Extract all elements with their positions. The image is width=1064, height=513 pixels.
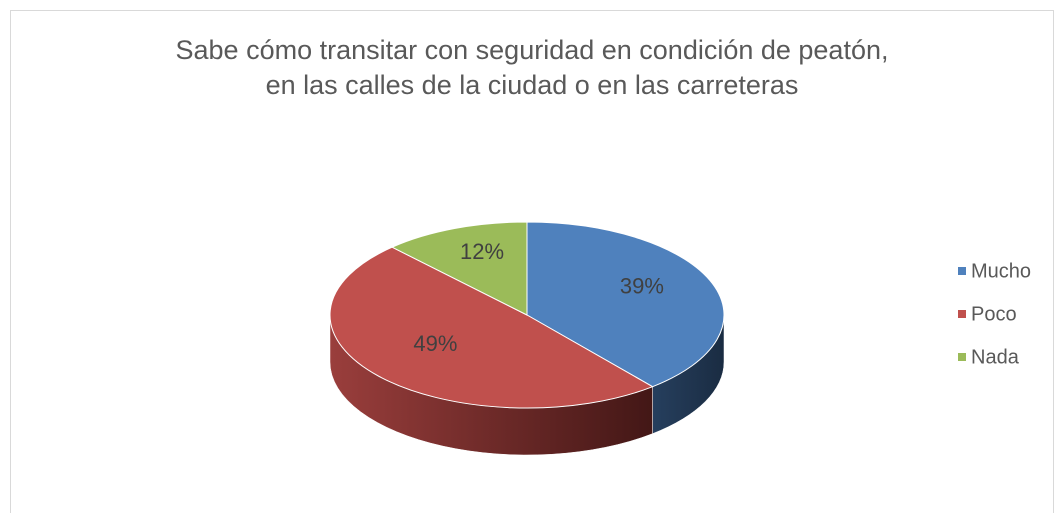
pie-slice [390, 221, 528, 316]
legend-label: Mucho [971, 260, 1031, 282]
data-label: 12% [460, 239, 504, 264]
chart-border [10, 10, 1054, 513]
pie-slice [526, 221, 725, 388]
legend-label: Poco [971, 303, 1017, 325]
data-label: 49% [413, 331, 457, 356]
legend-swatch [958, 353, 966, 361]
legend-swatch [958, 310, 966, 318]
data-label: 39% [620, 273, 664, 298]
chart-title: Sabe cómo transitar con seguridad en con… [175, 35, 889, 100]
legend-label: Nada [971, 346, 1020, 368]
pie-slice [329, 246, 654, 409]
legend-swatch [958, 267, 966, 275]
